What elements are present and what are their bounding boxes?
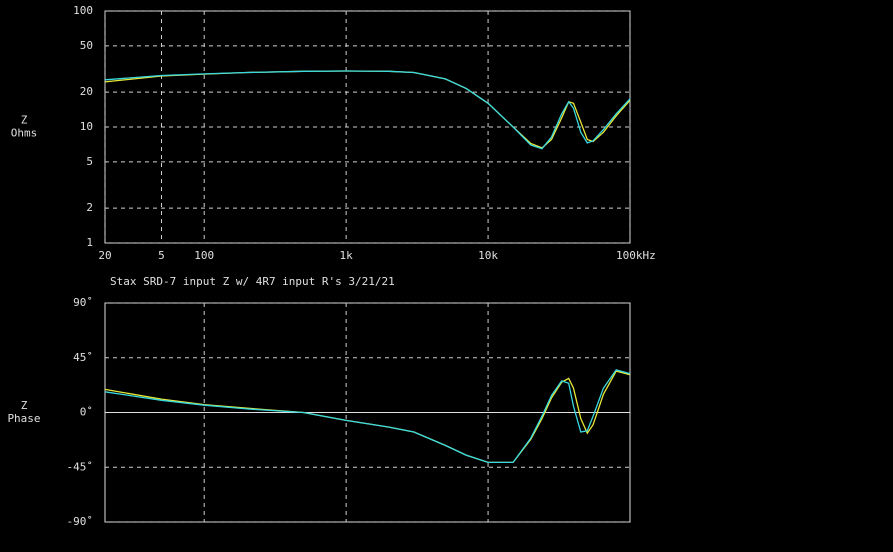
x-tick-label: 20 <box>98 249 111 262</box>
y-tick-label: 1 <box>86 236 93 249</box>
x-tick-label: 5 <box>158 249 165 262</box>
y-tick-label: 5 <box>86 155 93 168</box>
y-axis-label: Phase <box>7 412 40 425</box>
x-tick-label: 10k <box>478 249 498 262</box>
y-tick-label: 10 <box>80 120 93 133</box>
y-tick-label: -90˚ <box>67 515 94 528</box>
y-tick-label: 100 <box>73 4 93 17</box>
series-line <box>104 370 631 464</box>
y-axis-label: Z <box>21 399 28 412</box>
chart-title: Stax SRD-7 input Z w/ 4R7 input R's 3/21… <box>110 275 395 288</box>
y-tick-label: 50 <box>80 39 93 52</box>
plot-frame <box>104 10 631 244</box>
x-tick-label: 100 <box>194 249 214 262</box>
y-axis-label: Ohms <box>11 127 38 140</box>
series-line <box>104 369 631 464</box>
y-tick-label: 0˚ <box>80 406 93 419</box>
y-tick-label: 45˚ <box>73 351 93 364</box>
x-tick-label: 100kHz <box>616 249 656 262</box>
y-tick-label: 20 <box>80 85 93 98</box>
y-axis-label: Z <box>21 114 28 127</box>
series-line <box>104 70 631 150</box>
y-tick-label: 2 <box>86 201 93 214</box>
y-tick-label: -45˚ <box>67 460 94 473</box>
x-tick-label: 1k <box>340 249 354 262</box>
y-tick-label: 90˚ <box>73 296 93 309</box>
